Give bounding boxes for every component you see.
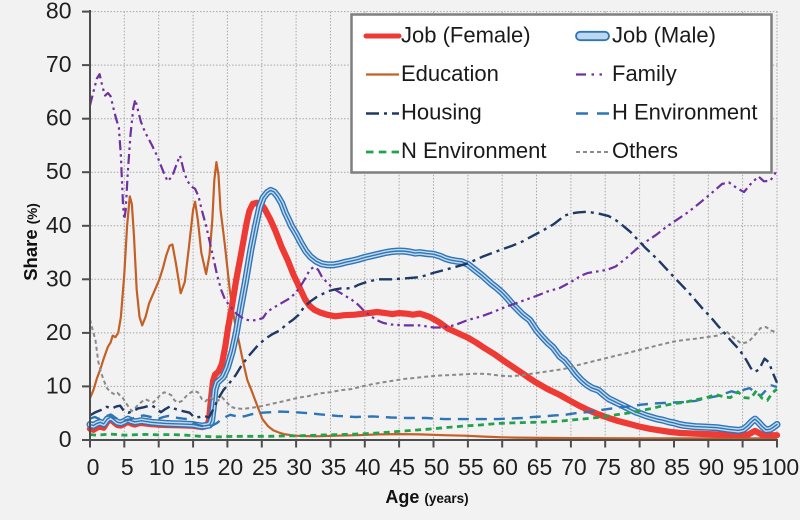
svg-text:Family: Family (612, 61, 677, 86)
svg-text:H Environment: H Environment (612, 100, 758, 125)
svg-text:90: 90 (699, 454, 725, 480)
svg-text:40: 40 (46, 212, 72, 238)
svg-text:65: 65 (527, 454, 553, 480)
svg-text:Share (%): Share (%) (20, 203, 41, 281)
svg-text:95: 95 (733, 454, 759, 480)
svg-text:70: 70 (561, 454, 587, 480)
svg-text:Age (years): Age (years) (385, 487, 468, 507)
svg-text:30: 30 (46, 265, 72, 291)
svg-text:85: 85 (664, 454, 690, 480)
svg-text:10: 10 (149, 454, 175, 480)
svg-text:5: 5 (121, 454, 134, 480)
svg-text:15: 15 (183, 454, 209, 480)
svg-text:20: 20 (46, 319, 72, 345)
svg-text:75: 75 (595, 454, 621, 480)
svg-text:20: 20 (218, 454, 244, 480)
svg-text:80: 80 (46, 0, 72, 24)
svg-text:70: 70 (46, 51, 72, 77)
svg-text:30: 30 (286, 454, 312, 480)
svg-text:10: 10 (46, 372, 72, 398)
svg-text:Job (Male): Job (Male) (612, 23, 716, 48)
svg-text:60: 60 (46, 105, 72, 131)
svg-text:N Environment: N Environment (401, 138, 547, 163)
svg-text:50: 50 (424, 454, 450, 480)
svg-text:0: 0 (87, 454, 100, 480)
svg-text:60: 60 (492, 454, 518, 480)
svg-text:35: 35 (321, 454, 347, 480)
svg-text:80: 80 (630, 454, 656, 480)
svg-text:Others: Others (612, 138, 678, 163)
svg-text:Housing: Housing (401, 100, 482, 125)
svg-text:Education: Education (401, 61, 499, 86)
svg-text:45: 45 (389, 454, 415, 480)
svg-text:55: 55 (458, 454, 484, 480)
svg-text:Job (Female): Job (Female) (401, 23, 531, 48)
svg-text:25: 25 (252, 454, 278, 480)
svg-text:0: 0 (59, 426, 72, 452)
svg-text:100: 100 (761, 454, 799, 480)
svg-text:50: 50 (46, 158, 72, 184)
svg-text:40: 40 (355, 454, 381, 480)
